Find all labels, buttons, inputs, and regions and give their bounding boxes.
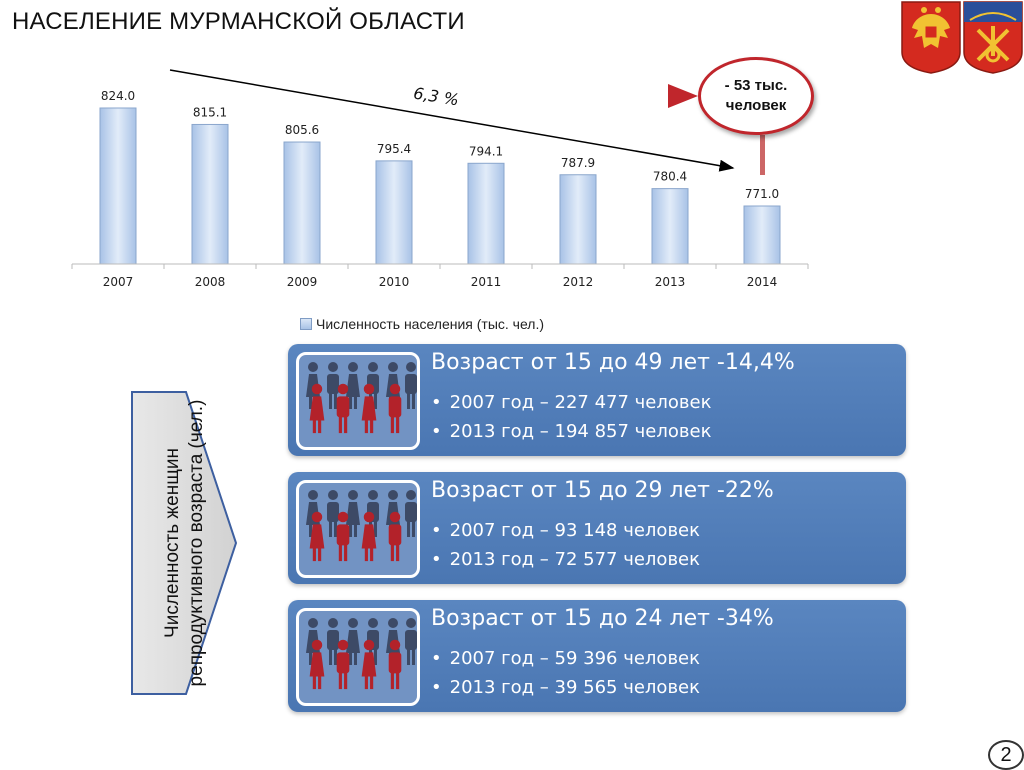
x-tick-label: 2011 bbox=[471, 275, 502, 289]
bar-2013 bbox=[651, 188, 689, 265]
value-label: 780.4 bbox=[653, 170, 687, 184]
bar-2014 bbox=[743, 205, 781, 265]
age-panel-15-49: Возраст от 15 до 49 лет -14,4% 2007 год … bbox=[288, 344, 906, 456]
murmansk-coat-of-arms-icon bbox=[963, 1, 1023, 74]
x-tick-label: 2013 bbox=[655, 275, 686, 289]
callout-line1: - 53 тыс. bbox=[724, 77, 788, 94]
chart-legend: Численность населения (тыс. чел.) bbox=[300, 316, 544, 332]
value-label: 805.6 bbox=[285, 123, 319, 137]
bar-2010 bbox=[375, 160, 413, 265]
people-group-icon bbox=[296, 480, 420, 578]
legend-swatch bbox=[300, 318, 312, 330]
x-tick-label: 2007 bbox=[103, 275, 134, 289]
list-item: 2007 год – 59 396 человек bbox=[431, 644, 700, 673]
list-item: 2013 год – 194 857 человек bbox=[431, 417, 712, 446]
decline-callout: - 53 тыс. человек bbox=[698, 57, 814, 135]
russia-coat-of-arms-icon bbox=[901, 1, 961, 74]
bar-2009 bbox=[283, 141, 321, 265]
trend-annotation: 6,3 % bbox=[412, 84, 460, 110]
people-group-graphic bbox=[306, 618, 417, 690]
panel-list: 2007 год – 59 396 человек 2013 год – 39 … bbox=[431, 644, 700, 702]
list-item: 2013 год – 39 565 человек bbox=[431, 673, 700, 702]
emblems bbox=[900, 0, 1024, 74]
people-group-graphic bbox=[306, 490, 417, 562]
list-item: 2007 год – 93 148 человек bbox=[431, 516, 700, 545]
panel-title: Возраст от 15 до 49 лет -14,4% bbox=[431, 350, 795, 375]
callout-pointer bbox=[668, 84, 698, 108]
people-group-icon bbox=[296, 608, 420, 706]
value-label: 815.1 bbox=[193, 105, 227, 119]
value-label: 824.0 bbox=[101, 89, 135, 103]
bar-2007 bbox=[99, 107, 137, 265]
x-tick-label: 2009 bbox=[287, 275, 318, 289]
side-label: Численность женщин репродуктивного возра… bbox=[162, 399, 207, 687]
x-tick-label: 2012 bbox=[563, 275, 594, 289]
bar-2012 bbox=[559, 174, 597, 265]
age-panel-15-29: Возраст от 15 до 29 лет -22% 2007 год – … bbox=[288, 472, 906, 584]
value-label: 794.1 bbox=[469, 144, 503, 158]
list-item: 2007 год – 227 477 человек bbox=[431, 388, 712, 417]
people-group-graphic bbox=[306, 362, 417, 434]
bar-2011 bbox=[467, 162, 505, 265]
bar-2008 bbox=[191, 123, 229, 265]
legend-label: Численность населения (тыс. чел.) bbox=[316, 316, 545, 332]
trend-arrow bbox=[169, 69, 735, 172]
panel-list: 2007 год – 93 148 человек 2013 год – 72 … bbox=[431, 516, 700, 574]
x-tick-label: 2008 bbox=[195, 275, 226, 289]
panel-title: Возраст от 15 до 29 лет -22% bbox=[431, 478, 774, 503]
page-title: НАСЕЛЕНИЕ МУРМАНСКОЙ ОБЛАСТИ bbox=[12, 8, 465, 35]
x-tick-label: 2010 bbox=[379, 275, 410, 289]
page-number: 2 bbox=[988, 740, 1024, 770]
panel-list: 2007 год – 227 477 человек 2013 год – 19… bbox=[431, 388, 712, 446]
value-label: 795.4 bbox=[377, 142, 411, 156]
panel-title: Возраст от 15 до 24 лет -34% bbox=[431, 606, 774, 631]
value-label: 771.0 bbox=[745, 187, 779, 201]
x-tick-label: 2014 bbox=[747, 275, 778, 289]
callout-stem bbox=[760, 135, 765, 175]
population-bar-chart: 824.0 815.1 805.6 795.4 794.1 787.9 780.4 771.0… bbox=[71, 69, 809, 289]
value-label: 787.9 bbox=[561, 156, 595, 170]
list-item: 2013 год – 72 577 человек bbox=[431, 545, 700, 574]
age-panel-15-24: Возраст от 15 до 24 лет -34% 2007 год – … bbox=[288, 600, 906, 712]
side-arrow-shape bbox=[131, 391, 238, 695]
callout-line2: человек bbox=[725, 97, 787, 114]
people-group-icon bbox=[296, 352, 420, 450]
